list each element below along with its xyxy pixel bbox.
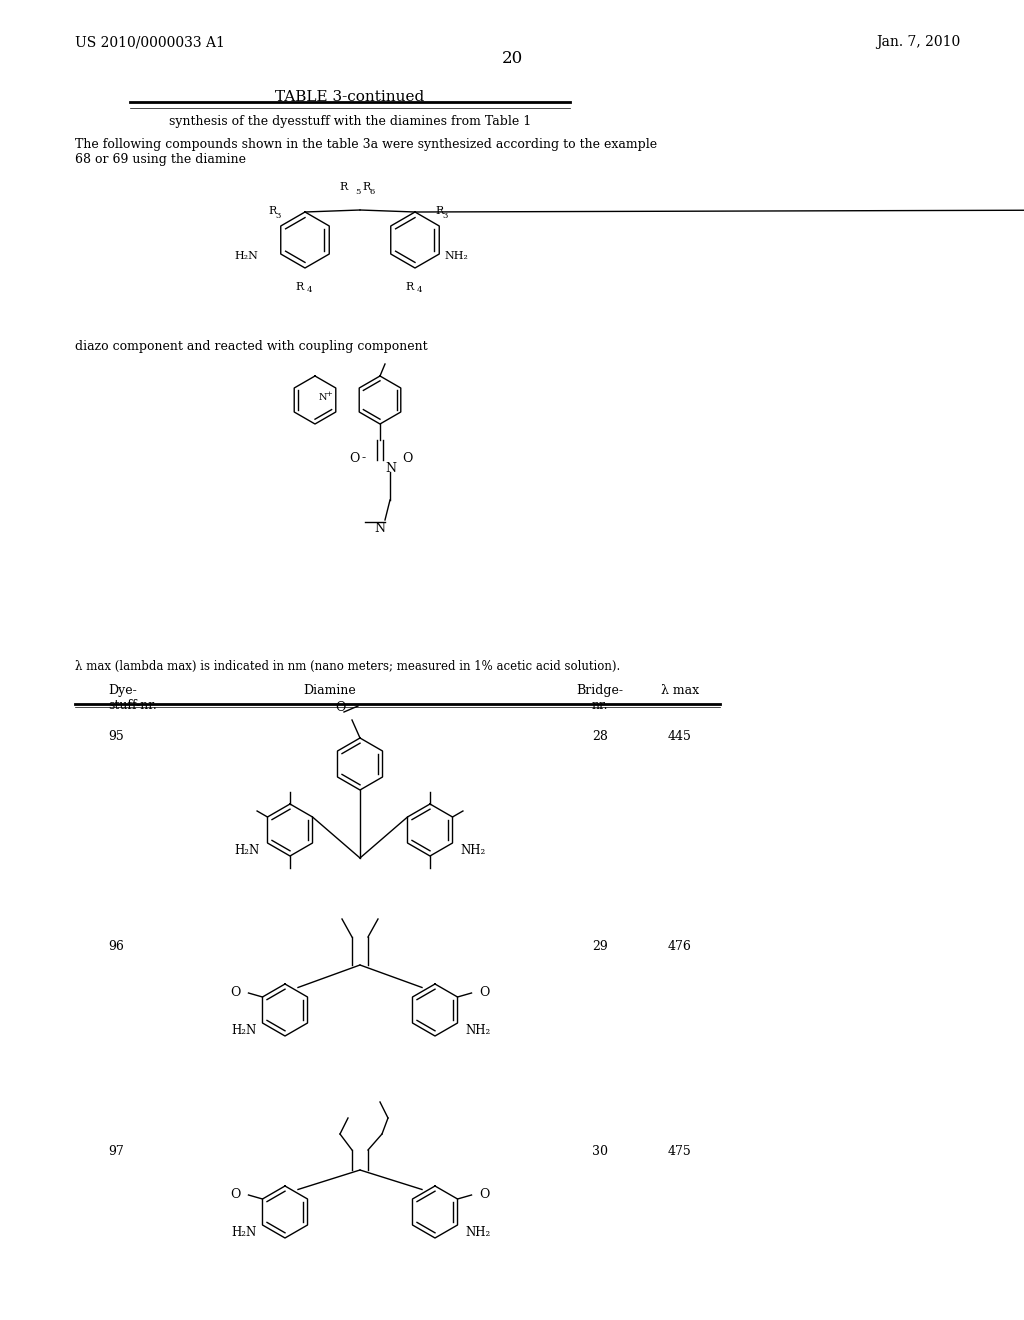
Text: 4: 4 [417,286,423,294]
Text: λ max (lambda max) is indicated in nm (nano meters; measured in 1% acetic acid s: λ max (lambda max) is indicated in nm (n… [75,660,621,673]
Text: O: O [349,451,360,465]
Text: O: O [230,986,241,999]
Text: O: O [230,1188,241,1201]
Text: NH₂: NH₂ [444,251,468,261]
Text: 96: 96 [108,940,124,953]
Text: 475: 475 [668,1144,692,1158]
Text: N: N [318,393,328,403]
Text: λ max: λ max [660,684,699,697]
Text: R: R [435,206,443,216]
Text: H₂N: H₂N [231,1023,257,1036]
Text: 4: 4 [307,286,312,294]
Text: 6: 6 [369,187,374,195]
Text: 97: 97 [108,1144,124,1158]
Text: 3: 3 [442,213,447,220]
Text: 28: 28 [592,730,608,743]
Text: Dye-
stuff-nr.: Dye- stuff-nr. [108,684,157,711]
Text: 29: 29 [592,940,608,953]
Text: 20: 20 [502,50,522,67]
Text: N: N [375,521,385,535]
Text: US 2010/0000033 A1: US 2010/0000033 A1 [75,36,225,49]
Text: 445: 445 [668,730,692,743]
Text: -: - [408,458,411,466]
Text: R: R [340,182,348,191]
Text: diazo component and reacted with coupling component: diazo component and reacted with couplin… [75,341,428,352]
Text: H₂N: H₂N [234,251,259,261]
Text: O: O [479,1188,489,1201]
Text: Diamine: Diamine [304,684,356,697]
Text: NH₂: NH₂ [460,843,485,857]
Text: The following compounds shown in the table 3a were synthesized according to the : The following compounds shown in the tab… [75,139,657,166]
Text: H₂N: H₂N [234,843,260,857]
Text: Bridge-
nr.: Bridge- nr. [577,684,624,711]
Text: 476: 476 [668,940,692,953]
Text: TABLE 3-continued: TABLE 3-continued [275,90,425,104]
Text: R: R [268,206,278,216]
Text: O: O [335,701,345,714]
Text: R: R [406,282,414,292]
Text: 95: 95 [108,730,124,743]
Text: +: + [326,389,333,399]
Text: NH₂: NH₂ [465,1225,490,1238]
Text: synthesis of the dyesstuff with the diamines from Table 1: synthesis of the dyesstuff with the diam… [169,115,531,128]
Text: N: N [385,462,396,474]
Text: H₂N: H₂N [231,1225,257,1238]
Text: 30: 30 [592,1144,608,1158]
Text: NH₂: NH₂ [465,1023,490,1036]
Text: 5: 5 [355,187,360,195]
Text: R: R [362,182,371,191]
Text: Jan. 7, 2010: Jan. 7, 2010 [876,36,961,49]
Text: O: O [479,986,489,999]
Text: R: R [296,282,304,292]
Text: 3: 3 [275,213,282,220]
Text: O: O [402,451,413,465]
Text: -: - [361,451,366,465]
